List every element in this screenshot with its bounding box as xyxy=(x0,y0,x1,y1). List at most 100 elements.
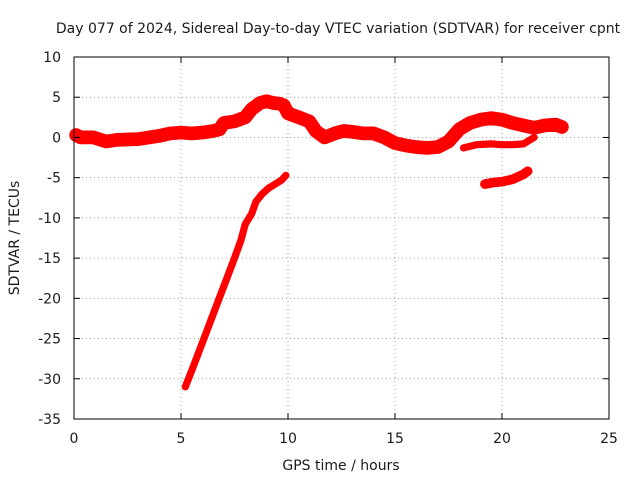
data-point xyxy=(558,123,565,130)
chart-title: Day 077 of 2024, Sidereal Day-to-day VTE… xyxy=(56,21,621,37)
data-point xyxy=(520,122,527,129)
tick-layer: 0 5 10 15 20 25 10 5 0 -5 -10 -15 -20 -25 -30 -35 xyxy=(38,50,618,447)
data-point xyxy=(231,255,238,262)
data-point xyxy=(113,136,120,143)
data-point xyxy=(282,172,289,179)
x-tick-label: 0 xyxy=(70,431,79,447)
data-point xyxy=(272,181,279,188)
data-point xyxy=(456,126,463,133)
data-point xyxy=(295,114,302,121)
data-point xyxy=(231,118,238,125)
data-point xyxy=(413,144,420,151)
data-point xyxy=(381,134,388,141)
data-point xyxy=(312,128,319,135)
x-tick-label: 20 xyxy=(493,431,511,447)
data-point xyxy=(424,144,431,151)
series-steep-arc xyxy=(181,171,290,391)
y-tick-label: -35 xyxy=(38,412,61,428)
data-point xyxy=(481,181,488,188)
data-point xyxy=(466,119,473,126)
series-layer xyxy=(69,94,569,391)
data-point xyxy=(392,140,398,147)
data-point xyxy=(265,185,272,192)
data-point xyxy=(90,134,97,141)
data-point xyxy=(167,130,174,137)
data-point xyxy=(285,110,291,117)
series-lower-arc-2 xyxy=(480,166,533,189)
y-tick-label: -10 xyxy=(38,211,61,227)
data-point xyxy=(370,130,377,137)
data-point xyxy=(509,119,516,126)
data-point xyxy=(531,134,538,141)
y-tick-label: 5 xyxy=(52,90,61,106)
data-point xyxy=(210,311,217,318)
y-tick-label: -5 xyxy=(47,171,61,187)
data-point xyxy=(524,168,531,175)
data-point xyxy=(188,367,195,374)
data-point xyxy=(248,210,255,217)
data-point xyxy=(188,130,195,137)
series-lower-arc-1 xyxy=(459,133,538,152)
data-point xyxy=(402,142,409,149)
y-tick-label: -30 xyxy=(38,372,61,388)
data-point xyxy=(340,128,347,135)
series-main-band xyxy=(69,94,569,155)
y-axis-label: SDTVAR / TECUs xyxy=(7,181,23,296)
data-point xyxy=(460,144,467,151)
data-point xyxy=(135,136,142,143)
y-tick-label: -20 xyxy=(38,291,61,307)
data-point xyxy=(359,130,366,137)
data-point xyxy=(509,176,516,183)
data-point xyxy=(531,124,538,131)
data-point xyxy=(178,129,184,136)
data-point xyxy=(552,121,559,128)
data-point xyxy=(327,132,334,139)
data-point xyxy=(520,171,527,178)
data-point xyxy=(248,106,255,113)
data-point xyxy=(445,138,452,145)
data-point xyxy=(499,116,505,123)
data-point xyxy=(276,100,283,107)
data-point xyxy=(280,102,287,109)
data-point xyxy=(490,179,497,186)
y-tick-label: -15 xyxy=(38,251,61,267)
data-point xyxy=(242,114,249,121)
data-point xyxy=(220,119,227,126)
series-band xyxy=(181,171,290,391)
data-point xyxy=(477,116,484,123)
data-point xyxy=(349,128,356,135)
x-tick-label: 15 xyxy=(386,431,404,447)
data-point xyxy=(216,126,223,133)
data-point xyxy=(182,383,189,390)
x-axis-label: GPS time / hours xyxy=(282,458,399,474)
data-point xyxy=(306,118,313,125)
data-point xyxy=(488,140,495,147)
data-point xyxy=(520,140,527,147)
data-point xyxy=(242,221,249,228)
data-point xyxy=(499,178,505,185)
data-point xyxy=(434,144,441,151)
x-tick-label: 5 xyxy=(177,431,186,447)
data-point xyxy=(156,132,163,139)
y-tick-label: 10 xyxy=(43,50,61,66)
grid-layer xyxy=(74,57,609,419)
data-point xyxy=(103,138,110,145)
data-point xyxy=(473,141,480,148)
y-tick-label: 0 xyxy=(52,130,61,146)
data-point xyxy=(210,128,217,135)
data-point xyxy=(270,99,277,106)
data-point xyxy=(220,283,227,290)
x-tick-label: 10 xyxy=(279,431,297,447)
data-point xyxy=(321,134,328,141)
data-point xyxy=(263,98,270,105)
data-point xyxy=(199,339,206,346)
data-point xyxy=(488,115,495,122)
x-tick-label: 25 xyxy=(600,431,618,447)
data-point xyxy=(257,99,264,106)
data-point xyxy=(278,177,285,184)
data-point xyxy=(199,129,206,136)
data-point xyxy=(252,198,259,205)
data-point xyxy=(541,122,548,129)
